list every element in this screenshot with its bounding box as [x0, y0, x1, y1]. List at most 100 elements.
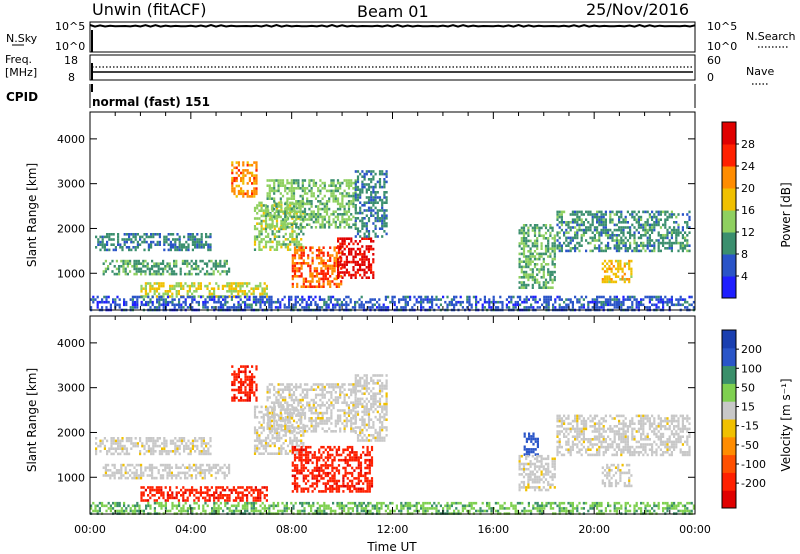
rti-cell	[133, 474, 136, 477]
rti-cell	[166, 265, 169, 268]
rti-cell	[253, 391, 256, 394]
rti-cell	[269, 452, 272, 455]
rti-cell	[284, 238, 287, 241]
rti-cell	[137, 262, 140, 265]
rti-cell	[361, 170, 364, 173]
rti-cell	[253, 182, 256, 185]
rti-cell	[359, 193, 362, 197]
rti-cell	[288, 303, 291, 307]
rti-cell	[286, 404, 289, 407]
rti-cell	[255, 163, 258, 167]
rti-cell	[278, 230, 281, 233]
rti-cell	[133, 265, 136, 268]
rti-cell	[194, 437, 197, 440]
rti-cell	[383, 211, 386, 215]
rti-cell	[337, 273, 340, 277]
rti-cell	[290, 215, 293, 219]
rti-cell	[363, 201, 366, 204]
rti-cell	[308, 406, 311, 410]
rti-cell	[354, 192, 357, 195]
rti-cell	[260, 219, 263, 223]
rti-cell	[565, 298, 568, 301]
rti-cell	[381, 219, 384, 223]
rti-cell	[114, 442, 117, 445]
rti-cell	[383, 196, 386, 199]
rti-cell	[356, 175, 360, 178]
rti-cell	[299, 417, 302, 420]
rti-cell	[262, 219, 265, 223]
rti-cell	[339, 263, 342, 266]
rti-cell	[540, 234, 543, 237]
colorbar-tick-label: 12	[741, 226, 755, 239]
rti-cell	[529, 250, 532, 253]
rti-cell	[302, 219, 305, 223]
rti-cell	[295, 398, 298, 402]
rti-cell	[260, 201, 263, 205]
rti-cell	[122, 474, 125, 477]
rti-cell	[196, 233, 199, 236]
rti-cell	[359, 219, 362, 223]
rti-cell	[615, 228, 618, 232]
rti-cell	[153, 494, 156, 497]
rti-cell	[321, 226, 324, 229]
rti-cell	[302, 280, 305, 283]
rti-cell	[295, 383, 298, 386]
rti-cell	[279, 300, 282, 304]
rti-cell	[252, 499, 255, 502]
rti-cell	[490, 306, 493, 309]
rti-cell	[312, 427, 315, 430]
rti-cell	[239, 284, 242, 288]
rti-cell	[626, 249, 629, 253]
colorbar-tick-label: 8	[741, 248, 748, 261]
rti-cell	[284, 202, 287, 206]
rti-cell	[574, 249, 577, 253]
rti-cell	[322, 264, 325, 268]
rti-cell	[350, 250, 353, 253]
rti-cell	[567, 244, 570, 247]
rti-cell	[288, 383, 291, 386]
rti-cell	[520, 283, 523, 287]
rti-cell	[578, 306, 581, 309]
rti-cell	[254, 486, 257, 489]
rti-cell	[359, 230, 362, 233]
rti-cell	[235, 375, 238, 379]
rti-cell	[644, 226, 647, 229]
rti-cell	[231, 184, 234, 188]
rti-cell	[404, 303, 407, 307]
rti-cell	[253, 174, 256, 177]
rti-cell	[265, 295, 268, 298]
rti-cell	[214, 466, 217, 469]
rti-cell	[184, 476, 187, 480]
rti-cell	[176, 447, 179, 450]
rti-cell	[209, 235, 212, 239]
rti-cell	[292, 419, 296, 423]
rti-cell	[169, 486, 172, 489]
rti-cell	[284, 427, 287, 430]
rti-cell	[598, 210, 601, 214]
rti-cell	[202, 450, 205, 453]
rti-cell	[549, 226, 552, 230]
rti-cell	[356, 268, 359, 272]
rti-cell	[142, 262, 145, 265]
rti-cell	[130, 442, 133, 445]
rti-cell	[574, 247, 577, 250]
rti-cell	[345, 220, 348, 224]
rti-cell	[370, 245, 373, 248]
rti-cell	[180, 494, 183, 497]
rti-cell	[633, 218, 636, 221]
rti-cell	[107, 295, 110, 299]
rti-cell	[657, 247, 660, 250]
rti-cell	[536, 242, 539, 245]
rti-cell	[256, 212, 259, 215]
rti-cell	[173, 259, 176, 263]
rti-cell	[262, 429, 265, 432]
rti-cell	[142, 287, 145, 290]
rti-cell	[336, 215, 340, 219]
rti-cell	[640, 234, 643, 237]
rti-cell	[173, 474, 176, 477]
rti-cell	[623, 265, 626, 268]
rti-cell	[258, 439, 261, 442]
rti-cell	[242, 192, 245, 196]
rti-cell	[278, 243, 281, 246]
rti-cell	[211, 298, 214, 301]
